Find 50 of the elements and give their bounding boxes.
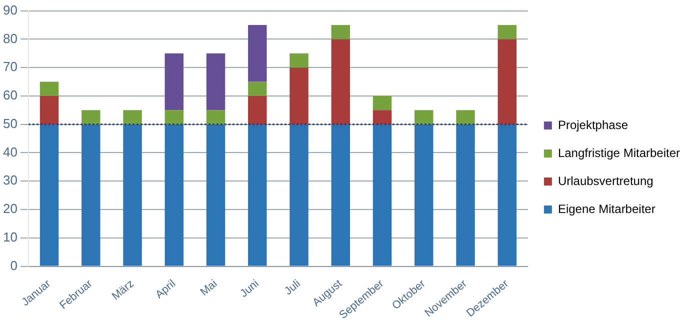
bar — [40, 82, 59, 96]
bar — [290, 124, 308, 266]
bar — [414, 124, 434, 266]
legend-label: Langfristige Mitarbeiter — [558, 146, 680, 160]
y-tick-label: 20 — [2, 201, 18, 216]
bar — [206, 53, 226, 110]
bar — [123, 110, 142, 124]
y-tick-label: 80 — [2, 30, 18, 46]
bar — [331, 124, 350, 266]
x-tick-label: Juni — [238, 278, 262, 300]
legend-label: Urlaubsvertretung — [558, 174, 654, 188]
bar — [331, 24, 350, 40]
x-tick-label: Juli — [282, 278, 303, 298]
legend-label: Eigene Mitarbeiter — [558, 202, 656, 216]
bar — [372, 110, 392, 124]
bar — [414, 110, 434, 124]
bar — [248, 96, 267, 124]
y-tick-label: 0 — [10, 258, 18, 273]
bar — [82, 124, 100, 266]
bar — [290, 68, 308, 124]
y-tick-label: 40 — [2, 144, 18, 160]
bar — [40, 124, 59, 266]
y-tick-label: 10 — [2, 229, 18, 244]
bar — [248, 82, 267, 96]
bar — [456, 110, 475, 124]
bar — [164, 53, 184, 110]
bar — [290, 53, 308, 68]
y-tick-label: 60 — [2, 88, 18, 103]
y-tick-label: 50 — [2, 116, 18, 131]
bar — [456, 124, 475, 266]
bar — [498, 39, 516, 124]
y-tick-label: 70 — [2, 59, 18, 74]
bar — [372, 96, 392, 110]
bar — [248, 24, 267, 82]
x-tick-label: Mai — [198, 278, 220, 298]
bar — [331, 39, 350, 124]
bar — [164, 124, 184, 266]
bar — [248, 124, 267, 266]
legend-label: Projektphase — [558, 118, 628, 132]
bar — [498, 24, 516, 40]
bar — [164, 110, 184, 124]
y-tick-label: 90 — [2, 2, 18, 18]
y-tick-label: 30 — [2, 172, 18, 188]
bar — [206, 110, 226, 124]
bar — [82, 110, 100, 124]
bar — [123, 124, 142, 266]
bar — [498, 124, 516, 266]
bar — [206, 124, 226, 266]
bar — [40, 96, 59, 124]
bar — [372, 124, 392, 266]
